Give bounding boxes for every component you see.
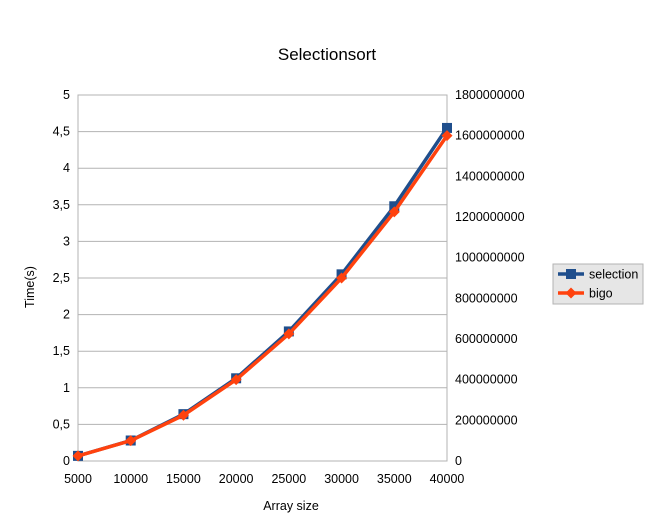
data-point-bigo <box>388 206 400 218</box>
x-tick-label: 25000 <box>271 472 306 486</box>
y-tick-label: 2,5 <box>53 271 70 285</box>
y-tick-label: 3,5 <box>53 198 70 212</box>
y-axis-right-ticks: 0 200000000 400000000 600000000 800000000 100… <box>455 88 525 468</box>
x-tick-label: 40000 <box>430 472 465 486</box>
y-tick-label: 4,5 <box>53 125 70 139</box>
series-lines <box>72 122 453 462</box>
data-point-bigo <box>177 409 189 421</box>
x-tick-label: 30000 <box>324 472 359 486</box>
y-axis-left-ticks: 0 0,5 1 1,5 2 2,5 3 3,5 4 4,5 5 <box>53 88 70 468</box>
legend-marker-selection <box>566 269 576 279</box>
x-tick-label: 5000 <box>64 472 92 486</box>
x-axis-title: Array size <box>263 499 319 513</box>
y-tick-label: 2 <box>63 308 70 322</box>
legend-marker-bigo <box>565 287 577 299</box>
y-tick-label: 1 <box>63 381 70 395</box>
y-tick-label: 1,5 <box>53 344 70 358</box>
y-tick-label: 3 <box>63 234 70 248</box>
data-point-selection <box>442 122 452 133</box>
legend-label-selection: selection <box>589 268 638 282</box>
y2-tick-label: 0 <box>455 454 462 468</box>
data-point-bigo <box>283 328 295 340</box>
y2-tick-label: 600000000 <box>455 332 518 346</box>
y2-tick-label: 400000000 <box>455 373 518 387</box>
legend-label-bigo: bigo <box>589 287 613 301</box>
series-line-selection <box>77 126 449 458</box>
y2-tick-label: 1400000000 <box>455 169 525 183</box>
y-tick-label: 4 <box>63 161 70 175</box>
series-bigo <box>72 130 453 462</box>
plot-area-frame <box>77 94 448 462</box>
x-tick-label: 20000 <box>219 472 254 486</box>
y2-tick-label: 200000000 <box>455 413 518 427</box>
x-tick-label: 35000 <box>377 472 412 486</box>
chart-title: Selectionsort <box>278 45 377 64</box>
y-tick-label: 0 <box>63 454 70 468</box>
legend: selection bigo <box>552 263 644 305</box>
x-axis-ticks: 5000 10000 15000 20000 25000 30000 35000 40000 <box>64 472 464 486</box>
y-tick-label: 0,5 <box>53 417 70 431</box>
x-tick-label: 15000 <box>166 472 201 486</box>
y2-tick-label: 1600000000 <box>455 129 525 143</box>
y-axis-title: Time(s) <box>23 266 37 308</box>
y-tick-label: 5 <box>63 88 70 102</box>
data-point-selection <box>389 201 400 212</box>
series-selection <box>73 122 452 461</box>
gridlines <box>78 94 447 462</box>
y2-tick-label: 800000000 <box>455 291 518 305</box>
data-point-bigo <box>72 450 84 462</box>
data-point-bigo <box>441 130 453 142</box>
data-point-bigo <box>336 272 348 284</box>
y2-tick-label: 1000000000 <box>455 251 525 265</box>
data-point-bigo <box>230 374 242 386</box>
y2-tick-label: 1200000000 <box>455 210 525 224</box>
y2-tick-label: 1800000000 <box>455 88 525 102</box>
x-tick-label: 10000 <box>113 472 148 486</box>
series-line-bigo <box>77 134 449 458</box>
data-point-bigo <box>125 435 137 447</box>
